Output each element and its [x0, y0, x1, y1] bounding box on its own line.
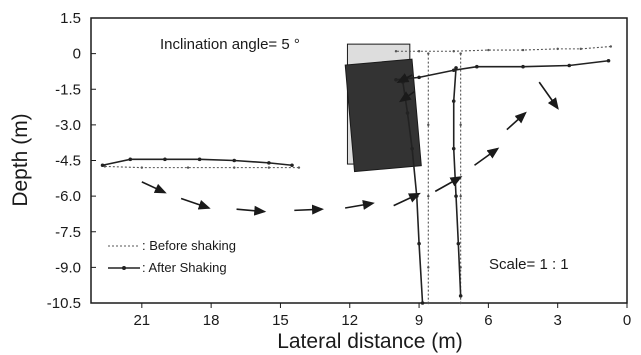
x-ticks: 21 18 15 12 9 6 3 0 [133, 303, 631, 329]
series-0-path-2-point-4 [427, 301, 430, 305]
series-0-path-2-point-1 [427, 123, 430, 127]
flow-arrow-3 [434, 176, 463, 193]
y-tick-label-5: -6.0 [55, 188, 81, 205]
flow-arrow-8 [180, 197, 211, 210]
series-1-path-0-point-6 [394, 77, 398, 82]
y-tick-label-3: -3.0 [55, 117, 81, 134]
series-1-path-2-point-1 [405, 111, 410, 115]
series-1-path-3-point-5 [267, 161, 271, 165]
flow-arrow-5 [345, 200, 375, 210]
legend-marker-after-point [122, 266, 126, 270]
y-tick-label-6: -7.5 [55, 224, 81, 241]
y-tick-label-7: -9.0 [55, 259, 81, 276]
series-0-path-3-point-5 [297, 166, 301, 169]
series-0-path-1-point-4 [459, 301, 462, 305]
series-1-path-2-point-5 [420, 301, 425, 305]
y-axis-title: Depth (m) [9, 113, 32, 206]
series-1-path-0-point-4 [451, 68, 456, 73]
series-1-path-3-point-4 [232, 158, 237, 163]
x-tick-label-1: 18 [203, 312, 220, 329]
flow-arrow-2 [474, 147, 500, 166]
series-0-path-0-point-6 [417, 50, 421, 53]
y-tick-label-4: -4.5 [55, 153, 81, 170]
series-0-path-2-point-2 [427, 194, 430, 198]
series-1-path-0-point-3 [475, 64, 479, 69]
series-1-path-3-point-6 [290, 163, 294, 168]
flow-arrow-6 [294, 204, 325, 215]
series-1-path-1-point-3 [454, 194, 458, 198]
y-ticks: 1.5 0 -1.5 -3.0 -4.5 -6.0 -7.5 -9.0 -10.5 [47, 10, 96, 312]
y-tick-label-2: -1.5 [55, 81, 81, 98]
series-0-path-0-point-4 [487, 48, 490, 52]
series-1-path-0-point-0 [606, 58, 611, 63]
x-tick-label-2: 15 [272, 312, 289, 329]
flow-arrow-4 [393, 192, 421, 207]
series-1-path-3-point-2 [163, 157, 167, 162]
series-0-path-3-point-1 [140, 166, 144, 169]
y-tick-label-8: -10.5 [47, 295, 81, 312]
legend-label-after: : After Shaking [142, 260, 227, 275]
series-1-path-1-point-4 [456, 241, 461, 246]
y-tick-label-1: 0 [73, 46, 81, 63]
legend-label-before: : Before shaking [142, 238, 236, 253]
series-1-path-2-point-2 [410, 146, 414, 151]
series-0-path-0 [395, 45, 611, 52]
flow-arrow-10 [398, 90, 415, 103]
series-1-path-1-point-5 [458, 294, 463, 298]
series-0-path-3-point-3 [233, 166, 236, 169]
series-0-path-3-point-4 [267, 166, 271, 169]
series-1-path-1-point-2 [451, 146, 456, 151]
scale-annotation: Scale= 1 : 1 [489, 256, 569, 273]
x-axis-title: Lateral distance (m) [277, 330, 463, 353]
series-0-path-1-point-0 [459, 52, 462, 55]
series-0-path-0-point-0 [609, 45, 613, 48]
inclination-annotation: Inclination angle= 5 ° [160, 36, 300, 53]
series-0-path-0-point-2 [556, 47, 559, 51]
wall-after-rect [344, 58, 422, 173]
series-0-path-1-point-2 [459, 194, 462, 198]
series-0-path-0-point-3 [521, 48, 525, 52]
x-tick-label-0: 21 [133, 312, 150, 329]
legend: : Before shaking : After Shaking [108, 238, 236, 275]
series-0-path-1-point-1 [459, 123, 462, 127]
series-1-path-2-point-4 [417, 241, 421, 246]
series-1-path-0-point-1 [567, 63, 572, 68]
x-tick-label-4: 9 [415, 312, 423, 329]
flow-arrow-11 [396, 73, 413, 84]
series-0-path-2-point-3 [427, 266, 430, 269]
x-tick-label-6: 3 [554, 312, 562, 329]
flow-arrows [141, 73, 559, 216]
flow-arrow-0 [538, 81, 559, 110]
x-tick-label-5: 6 [484, 312, 492, 329]
flow-arrow-1 [506, 111, 527, 131]
series-1-path-3-point-1 [128, 157, 133, 162]
series-1-path-2 [402, 82, 424, 304]
series-0-path-0-point-1 [579, 47, 582, 51]
series-1-path-1-point-0 [454, 66, 458, 70]
x-tick-label-3: 12 [341, 312, 358, 329]
series-0-path-3-point-0 [103, 165, 107, 168]
series-1-path-0-point-2 [521, 64, 525, 69]
x-tick-label-7: 0 [623, 312, 631, 329]
series-1-path-0-point-5 [417, 75, 421, 80]
series-0-path-0-point-5 [452, 50, 455, 53]
series-0-path-3-point-2 [186, 166, 190, 169]
wall-after-shaking [344, 58, 422, 173]
series-0-path-0-point-7 [394, 50, 398, 53]
series-1-path-1-point-1 [451, 99, 456, 103]
series-1-path-1 [452, 67, 462, 296]
series-0-path-3 [104, 165, 299, 169]
series-lines [100, 45, 613, 305]
series-0-path-2-point-0 [427, 52, 430, 55]
y-tick-label-0: 1.5 [60, 10, 81, 27]
series-1-path-3-point-0 [100, 163, 105, 168]
flow-arrow-7 [236, 205, 267, 216]
series-1-path-3-point-3 [197, 157, 202, 162]
flow-arrow-9 [141, 181, 167, 194]
